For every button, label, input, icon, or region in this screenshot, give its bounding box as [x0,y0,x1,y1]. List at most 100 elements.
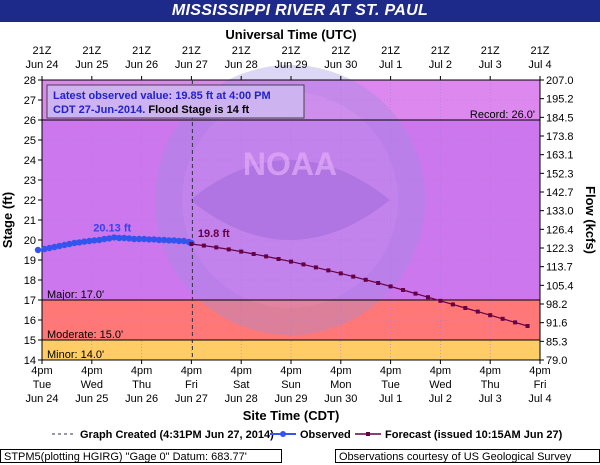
forecast-point [463,306,468,310]
footer: STPM5(plotting HGIRG) "Gage 0" Datum: 68… [0,449,600,465]
observed-point [111,234,118,241]
observed-point [41,245,48,253]
observed-point [81,238,88,245]
top-tick-label: 21Z [331,45,350,57]
bottom-tick-time: 4pm [230,365,251,377]
bottom-tick-day: Thu [481,379,500,391]
top-tick-date: Jun 27 [175,59,208,71]
bottom-tick-date: Jun 26 [125,393,158,405]
flow-tick-label: 126.4 [546,224,574,236]
forecast-line [191,243,528,327]
flood-stage-labels: Record: 26.0' Major: 17.0' Moderate: 15.0'… [47,109,535,361]
top-tick-label: 21Z [431,45,450,57]
forecast-point [438,298,443,303]
bottom-tick-date: Jun 30 [324,393,357,405]
chart-title: MISSISSIPPI RIVER AT ST. PAUL [0,0,600,22]
observed-point [155,236,163,244]
observed-point [61,241,68,249]
top-tick-date: Jul 3 [479,59,502,71]
forecast-point [388,284,393,289]
observed-point [170,237,178,244]
y-tick-label: 21 [24,215,36,227]
top-tick-label: 21Z [531,45,550,57]
forecast-point [214,245,219,250]
flow-tick-label: 133.0 [546,206,574,218]
top-tick-date: Jul 4 [528,59,551,71]
bottom-tick-day: Sat [233,379,250,391]
info-line-2: CDT 27-Jun-2014. Flood Stage is 14 ft [53,104,250,116]
observed-point [135,235,143,243]
bottom-tick-date: Jun 25 [75,393,108,405]
bottom-tick-time: 4pm [181,365,202,377]
flow-tick-label: 91.6 [546,318,567,330]
observed-point [66,240,73,248]
top-tick-label: 21Z [132,45,151,57]
y-tick-label: 23 [24,175,36,187]
forecast-point [413,291,418,296]
observed-point [165,237,173,244]
bottom-tick-date: Jul 1 [379,393,402,405]
bottom-tick-time: 4pm [479,365,500,377]
flow-tick-label: 142.7 [546,187,574,199]
flood-label-record: Record: 26.0' [470,109,535,121]
legend-observed: Observed [300,429,351,441]
forecast-point [488,313,493,318]
latest-value-label: 19.8 ft [198,228,230,240]
top-tick-label: 21Z [82,45,101,57]
flow-tick-label: 98.2 [546,299,567,311]
observed-point [145,236,153,243]
top-tick-label: 21Z [381,45,400,57]
top-tick-date: Jul 2 [429,59,452,71]
bottom-tick-time: 4pm [330,365,351,377]
bottom-tick-date: Jul 4 [528,393,551,405]
flow-tick-label: 122.3 [546,243,574,255]
flood-label-major: Major: 17.0' [47,289,104,301]
forecast-point [351,274,356,279]
top-tick-label: 21Z [33,45,52,57]
forecast-point [313,265,318,270]
x-axis-site-time: 4pm Tue Jun 24 4pm Wed Jun 25 4pm Thu Jun 26 4pm F… [25,360,552,405]
forecast-point [276,257,281,261]
bottom-tick-day: Wed [81,379,103,391]
forecast-point [401,288,406,292]
flow-tick-label: 152.3 [546,168,574,180]
bottom-tick-time: 4pm [31,365,52,377]
top-tick-label: 21Z [182,45,201,57]
y-tick-label: 26 [24,115,36,127]
forecast-point [376,281,381,285]
observed-point [125,235,133,242]
flood-stage-lines [42,119,540,341]
observed-point [101,235,108,243]
observed-point [130,235,138,243]
top-tick-label: 21Z [282,45,301,57]
flood-label-minor: Minor: 14.0' [47,349,104,361]
bottom-tick-date: Jun 27 [175,393,208,405]
series-layer: 20.13 ft 19.8 ft [34,222,530,328]
y-tick-label: 16 [24,315,36,327]
bottom-tick-date: Jun 29 [274,393,307,405]
bottom-tick-time: 4pm [380,365,401,377]
forecast-point [363,277,368,282]
flow-tick-label: 184.5 [546,112,574,124]
top-tick-date: Jun 25 [75,59,108,71]
observed-point [115,234,123,242]
info-line-1: Latest observed value: 19.85 ft at 4:00 … [53,90,271,102]
y-axis-label-left: Stage (ft) [0,192,15,248]
bottom-tick-day: Sun [281,379,301,391]
top-axis-title: Universal Time (UTC) [225,27,356,42]
y-tick-label: 22 [24,195,36,207]
forecast-point [500,316,505,321]
observed-point [106,235,113,242]
bottom-tick-time: 4pm [430,365,451,377]
forecast-point [289,259,293,264]
y-tick-label: 28 [24,75,36,87]
observed-point [175,237,183,245]
observed-point [71,239,78,247]
flow-tick-label: 163.1 [546,150,574,162]
flow-tick-label: 173.8 [546,131,574,143]
observed-point [86,237,93,245]
y-tick-label: 14 [24,355,36,367]
forecast-point [189,242,194,246]
y-tick-label: 17 [24,295,36,307]
observed-point [51,243,58,251]
